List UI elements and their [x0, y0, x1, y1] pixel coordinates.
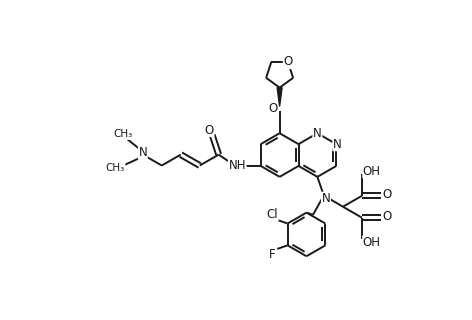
Text: Cl: Cl [267, 207, 278, 220]
Text: N: N [138, 146, 147, 159]
Text: O: O [382, 188, 391, 201]
Text: O: O [268, 102, 278, 115]
Text: F: F [269, 248, 276, 261]
Text: CH₃: CH₃ [113, 129, 132, 140]
Text: OH: OH [363, 236, 381, 249]
Text: OH: OH [363, 164, 381, 178]
Text: O: O [382, 210, 391, 223]
Text: N: N [321, 192, 330, 205]
Text: NH: NH [228, 159, 246, 172]
Polygon shape [277, 88, 282, 107]
Text: O: O [283, 55, 293, 68]
Text: CH₃: CH₃ [106, 164, 125, 173]
Text: O: O [204, 124, 214, 137]
Text: N: N [333, 138, 342, 151]
Text: N: N [313, 127, 322, 140]
